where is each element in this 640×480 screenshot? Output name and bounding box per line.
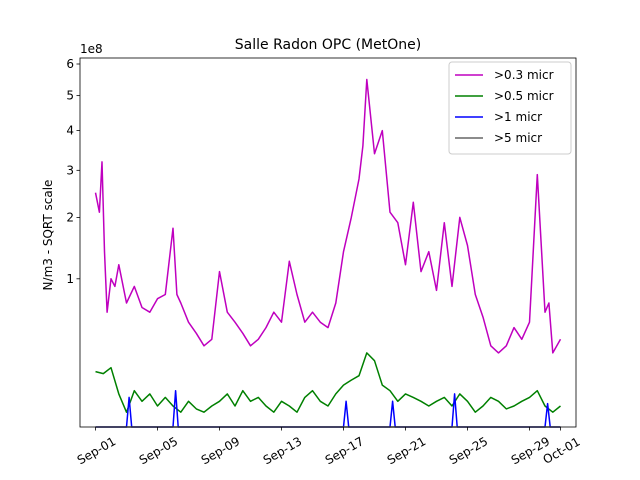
legend: >0.3 micr >0.5 micr >1 micr >5 micr — [448, 61, 572, 155]
legend-label-3: >5 micr — [494, 131, 542, 145]
legend-label-2: >1 micr — [494, 110, 542, 124]
y-multiplier-label: 1e8 — [80, 42, 103, 56]
x-tick-label-5: Sep-21 — [385, 434, 429, 467]
x-tick-label-4: Sep-17 — [323, 434, 367, 467]
x-tick-label-2: Sep-09 — [199, 434, 243, 467]
series-line-2 — [95, 389, 561, 428]
legend-label-0: >0.3 micr — [494, 68, 554, 82]
legend-label-1: >0.5 micr — [494, 89, 554, 103]
x-tick-label-3: Sep-13 — [261, 434, 305, 467]
chart-title: Salle Radon OPC (MetOne) — [235, 37, 421, 53]
x-tick-label-6: Sep-25 — [447, 434, 491, 467]
legend-box — [448, 61, 572, 155]
series-line-0 — [94, 78, 562, 354]
y-tick-label-3: 4 — [66, 124, 74, 138]
y-tick-label-5: 6 — [66, 57, 74, 71]
series-line-1 — [95, 352, 561, 413]
y-axis-label: N/m3 - SQRT scale — [41, 180, 55, 291]
y-tick-label-4: 5 — [66, 89, 74, 103]
y-tick-label-0: 1 — [66, 272, 74, 286]
x-tick-label-0: Sep-01 — [75, 434, 119, 467]
plot-frame — [79, 57, 577, 428]
y-tick-label-2: 3 — [66, 163, 74, 177]
x-tick-label-1: Sep-05 — [137, 434, 181, 467]
y-tick-label-1: 2 — [66, 210, 74, 224]
